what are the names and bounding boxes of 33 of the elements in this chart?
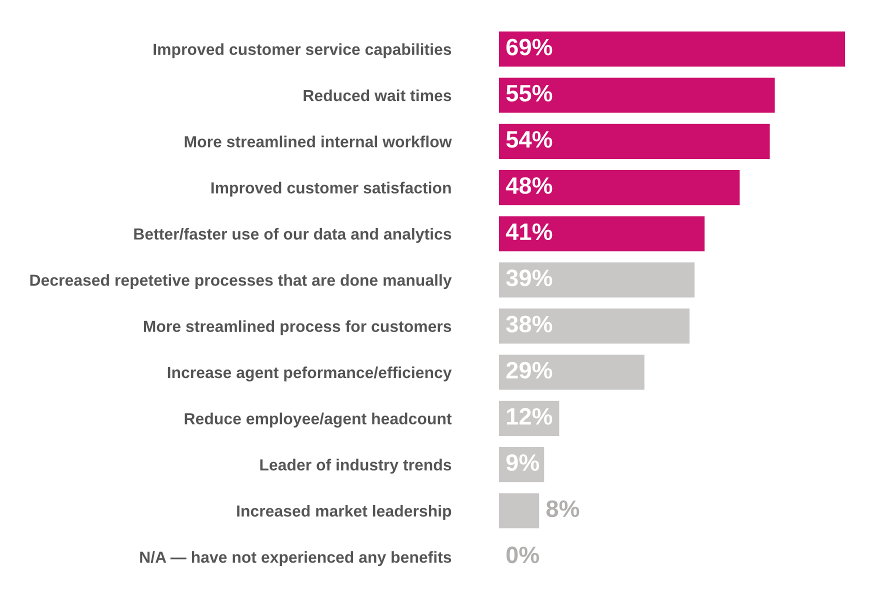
- bar: [499, 354, 644, 390]
- y-tick-label: Decreased repetetive processes that are done manually: [30, 274, 452, 290]
- bar: [499, 124, 770, 159]
- data-label: 69%: [506, 38, 552, 56]
- y-tick-label: Leader of industry trends: [260, 458, 452, 474]
- y-tick-label: Increase agent peformance/efficiency: [168, 366, 452, 382]
- data-label: 39%: [506, 270, 552, 286]
- bar: [499, 262, 695, 298]
- bar: [499, 78, 775, 113]
- bar: [499, 308, 690, 344]
- y-tick-label: N/A — have not experienced any benefits: [140, 551, 452, 566]
- data-label: 0%: [506, 546, 540, 564]
- bar: [499, 216, 705, 252]
- y-tick-label: Increased market leadership: [237, 504, 452, 520]
- data-label: 48%: [506, 177, 552, 194]
- y-tick-label: Improved customer satisfaction: [211, 182, 451, 197]
- data-label: 55%: [506, 84, 552, 102]
- y-tick-label: More streamlined internal workflow: [184, 136, 452, 148]
- bar: [499, 493, 540, 528]
- y-tick-label: Reduced wait times: [304, 89, 452, 102]
- y-tick-label: Reduce employee/agent headcount: [184, 412, 452, 428]
- data-label: 41%: [506, 223, 552, 240]
- bar: [499, 32, 845, 67]
- data-label: 54%: [506, 131, 552, 148]
- data-label: 38%: [506, 316, 552, 332]
- data-label: 29%: [506, 362, 552, 379]
- data-label: 9%: [506, 454, 540, 471]
- data-label: 12%: [507, 408, 552, 425]
- y-tick-label: More streamlined process for customers: [144, 320, 452, 336]
- y-tick-label: Improved customer service capabilities: [154, 43, 452, 58]
- y-tick-label: Better/faster use of our data and analytics: [134, 228, 452, 243]
- data-label: 8%: [546, 500, 580, 518]
- bar: [499, 170, 740, 206]
